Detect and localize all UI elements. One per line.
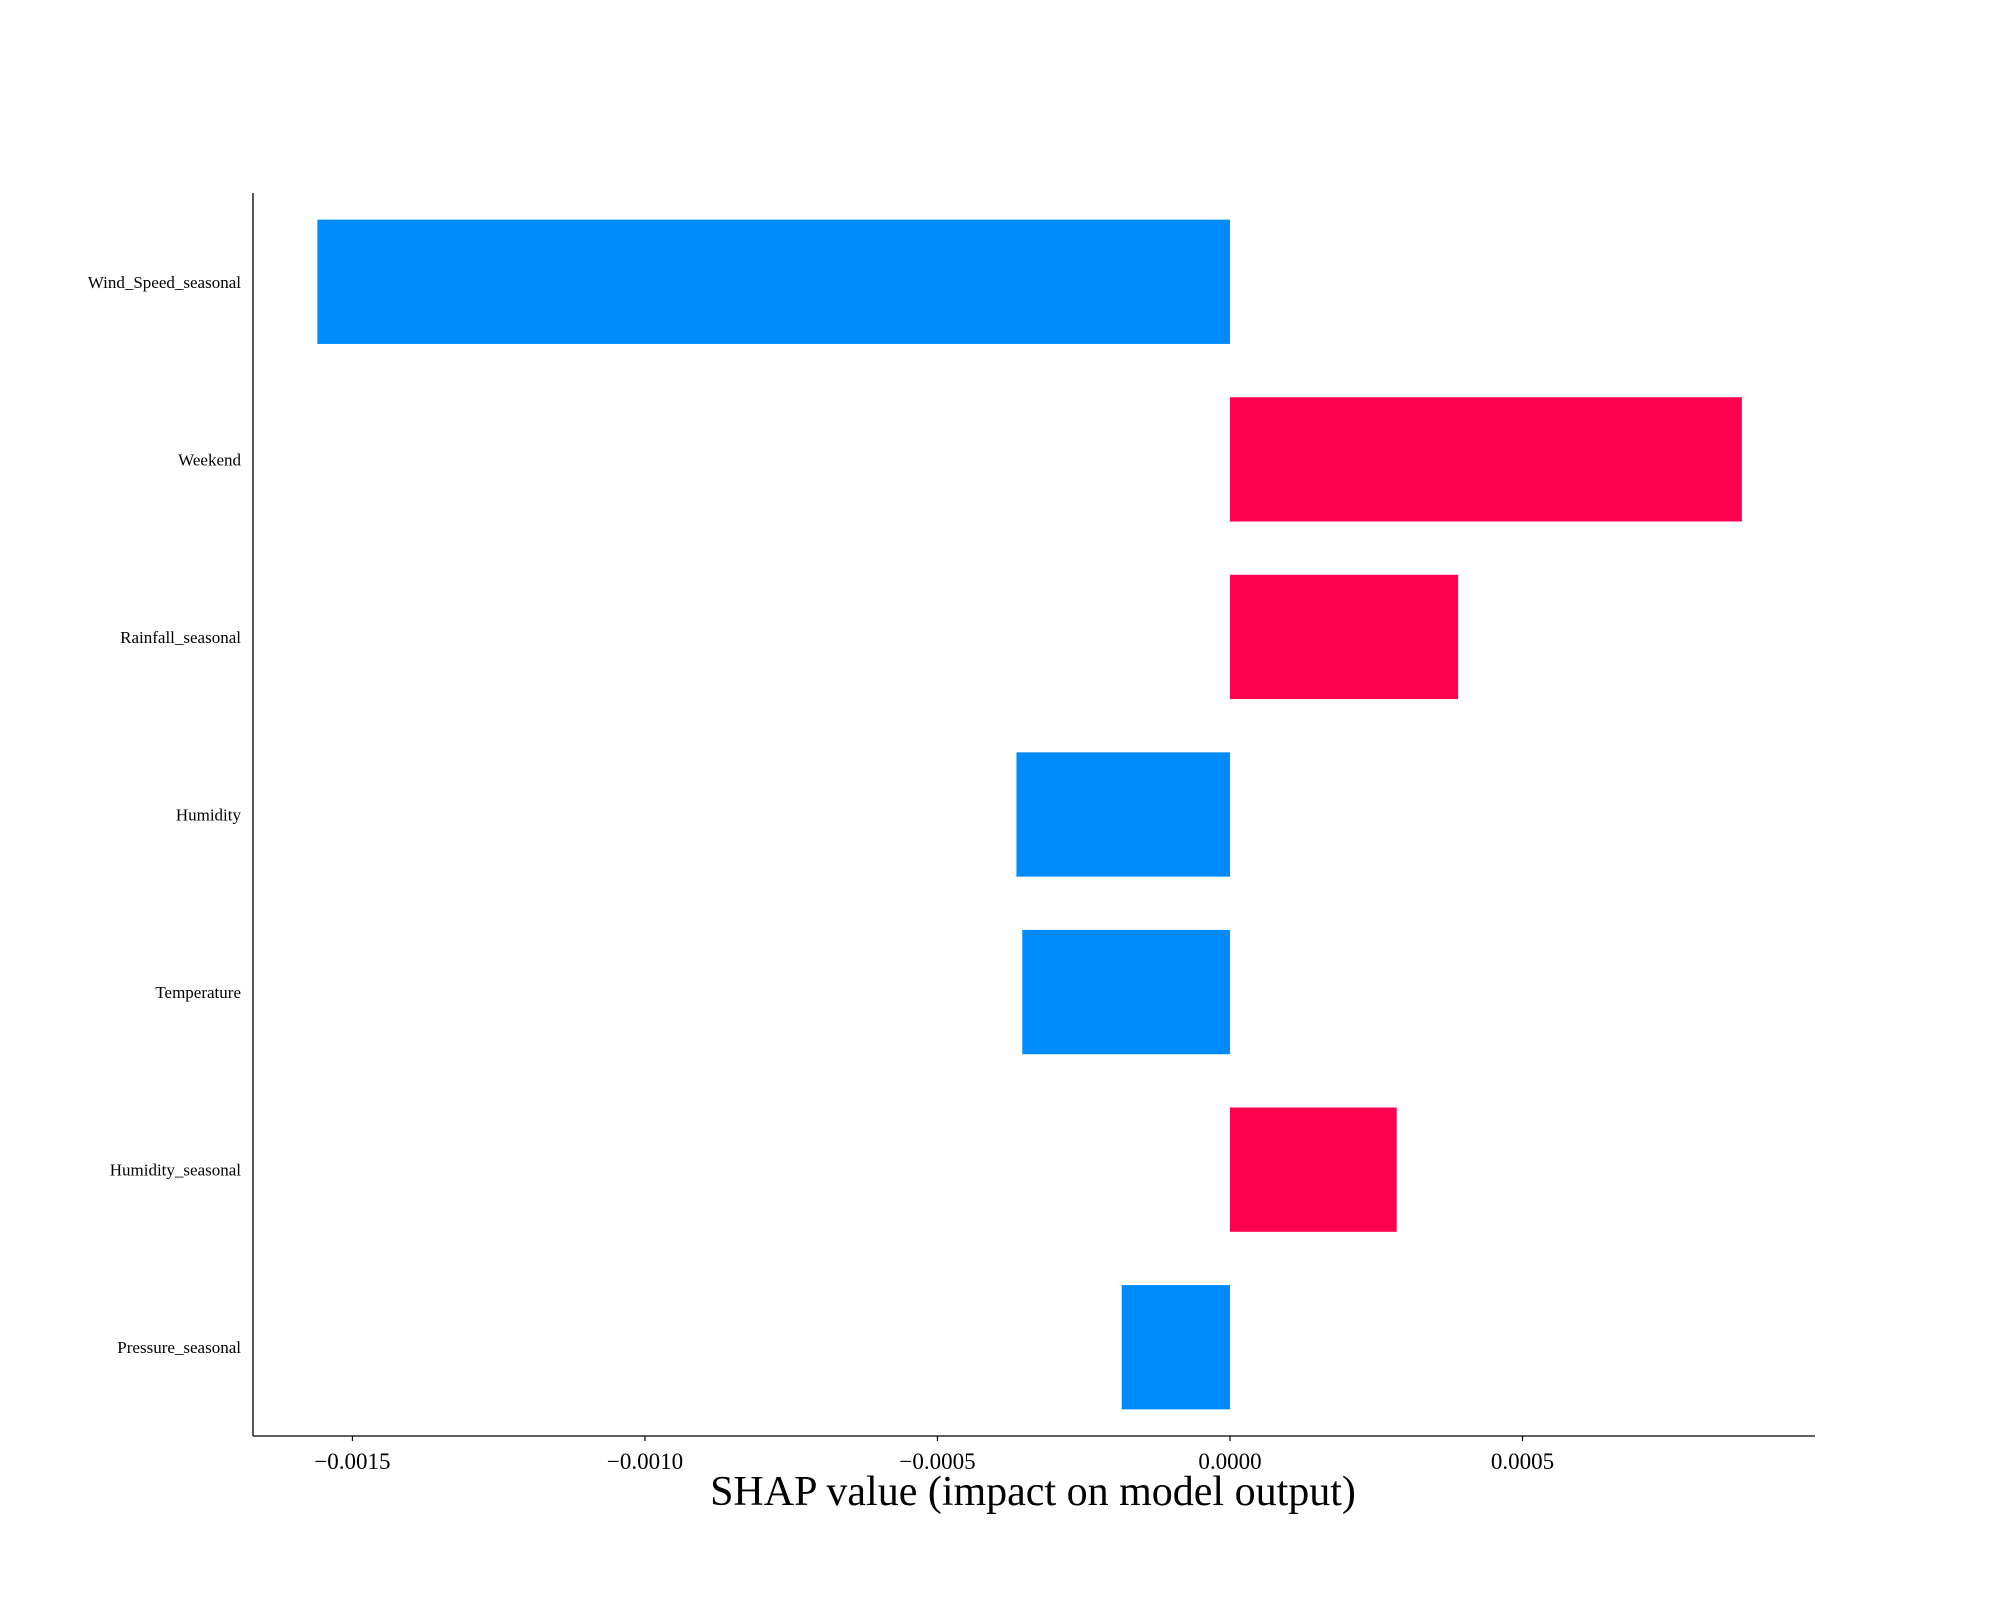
bar-wind-speed-seasonal [317,219,1230,344]
bar-temperature [1022,929,1230,1055]
x-tick-label: 0.0005 [1491,1449,1554,1474]
x-ticks-group: −0.0015 −0.0010 −0.0005 0.0000 0.0005 [314,1436,1554,1474]
y-tick-label: Wind_Speed_seasonal [88,273,242,292]
y-labels-group: Wind_Speed_seasonal Weekend Rainfall_seaso… [88,273,242,1357]
x-tick-label: −0.0015 [314,1449,390,1474]
bar-rainfall-seasonal [1229,574,1459,700]
x-tick-label: 0.0000 [1198,1449,1261,1474]
y-tick-label: Temperature [155,983,241,1002]
y-tick-label: Humidity [176,806,242,825]
y-tick-label: Pressure_seasonal [117,1338,241,1357]
x-tick-label: −0.0005 [899,1449,975,1474]
x-axis-title: SHAP value (impact on model output) [710,1469,1356,1515]
y-tick-label: Weekend [178,450,241,469]
bar-weekend [1229,397,1742,522]
x-tick-label: −0.0010 [607,1449,683,1474]
y-tick-label: Humidity_seasonal [110,1161,242,1180]
bar-pressure-seasonal [1121,1285,1230,1410]
bar-humidity [1016,752,1230,877]
y-tick-label: Rainfall_seasonal [120,628,241,647]
axes-group [252,193,1815,1437]
bars-group [317,219,1742,1410]
bar-humidity-seasonal [1229,1107,1397,1232]
